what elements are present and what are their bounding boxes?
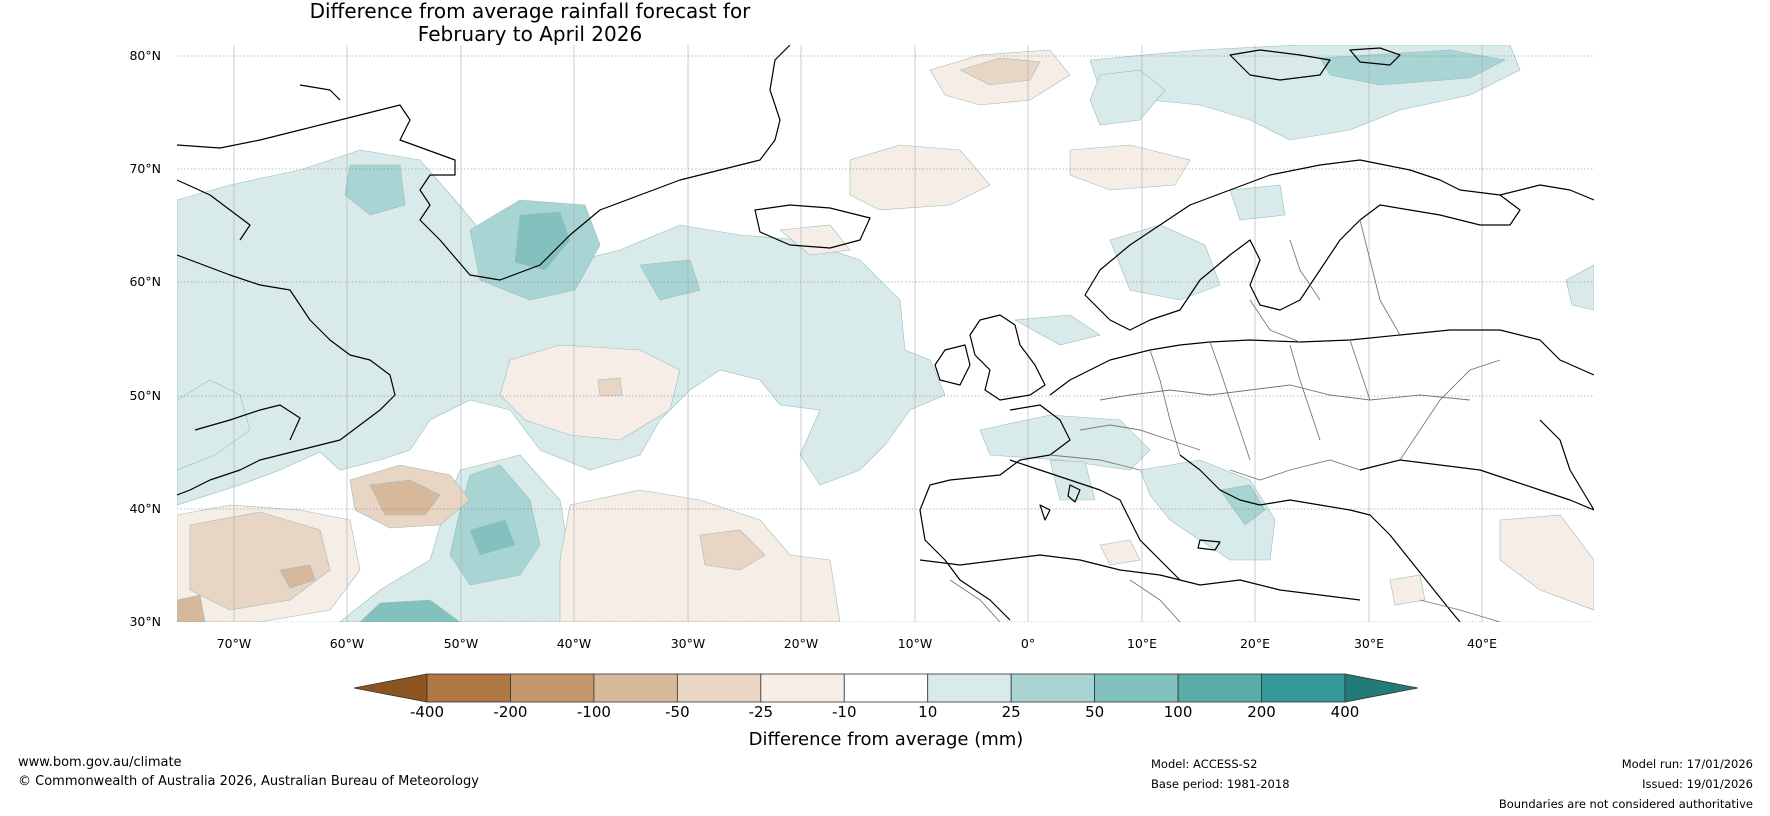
colorbar-segment <box>1177 673 1262 703</box>
lon-label: 40°E <box>1467 636 1497 651</box>
issued-text: Issued: 19/01/2026 <box>1642 777 1753 791</box>
lat-label: 50°N <box>129 388 161 403</box>
rainfall-anomaly-shading <box>177 45 1594 622</box>
colorbar-segment <box>593 673 678 703</box>
colorbar-segment <box>1094 673 1179 703</box>
coastlines <box>177 45 1594 622</box>
longitude-labels: 70°W 60°W 50°W 40°W 30°W 20°W 10°W 0° 10… <box>217 636 1497 651</box>
website-link[interactable]: www.bom.gov.au/climate <box>18 755 182 770</box>
colorbar-tick-label: -100 <box>577 703 611 721</box>
lat-label: 30°N <box>129 614 161 629</box>
colorbar-arrow-low <box>353 673 428 703</box>
model-text: Model: ACCESS-S2 <box>1151 757 1258 771</box>
copyright-text: © Commonwealth of Australia 2026, Austra… <box>18 774 479 789</box>
colorbar-segment <box>760 673 845 703</box>
colorbar-segment <box>1010 673 1096 703</box>
colorbar-tick-label: 50 <box>1085 703 1104 721</box>
colorbar-tick-label: -10 <box>832 703 857 721</box>
lon-label: 10°W <box>898 636 933 651</box>
colorbar-labels: -400 -200 -100 -50 -25 -10 10 25 50 100 … <box>410 703 1359 721</box>
colorbar-tick-label: -25 <box>749 703 774 721</box>
disclaimer-text: Boundaries are not considered authoritat… <box>1498 797 1753 811</box>
colorbar-segment <box>510 673 595 703</box>
lon-label: 60°W <box>330 636 365 651</box>
lat-label: 70°N <box>129 161 161 176</box>
base-period-text: Base period: 1981-2018 <box>1151 777 1290 791</box>
colorbar-segment <box>843 673 929 703</box>
colorbar-tick-label: -400 <box>410 703 444 721</box>
colorbar-tick-label: -200 <box>493 703 527 721</box>
colorbar-tick-label: 10 <box>918 703 937 721</box>
latitude-labels: 80°N 70°N 60°N 50°N 40°N 30°N <box>129 48 161 629</box>
lon-label: 30°W <box>671 636 706 651</box>
lon-label: 10°E <box>1127 636 1157 651</box>
colorbar-segment <box>426 673 511 703</box>
lon-label: 20°E <box>1240 636 1270 651</box>
map-panel <box>177 45 1594 622</box>
lon-label: 40°W <box>557 636 592 651</box>
lat-label: 40°N <box>129 501 161 516</box>
lon-label: 0° <box>1021 636 1035 651</box>
lon-label: 20°W <box>784 636 819 651</box>
lat-label: 60°N <box>129 274 161 289</box>
colorbar <box>353 673 1419 703</box>
lon-label: 50°W <box>444 636 479 651</box>
meridians <box>233 45 1483 622</box>
title-line-2: February to April 2026 <box>417 22 643 46</box>
model-run-text: Model run: 17/01/2026 <box>1621 757 1753 771</box>
country-borders <box>949 219 1501 622</box>
lon-label: 70°W <box>217 636 252 651</box>
colorbar-segment <box>927 673 1012 703</box>
colorbar-tick-label: 200 <box>1247 703 1276 721</box>
colorbar-tick-label: 400 <box>1331 703 1360 721</box>
map-title: Difference from average rainfall forecas… <box>130 0 930 46</box>
colorbar-title: Difference from average (mm) <box>749 729 1024 750</box>
colorbar-tick-label: 25 <box>1002 703 1021 721</box>
lat-label: 80°N <box>129 48 161 63</box>
colorbar-arrow-high <box>1344 673 1419 703</box>
colorbar-tick-label: -50 <box>665 703 690 721</box>
colorbar-segment <box>1261 673 1346 703</box>
title-line-1: Difference from average rainfall forecas… <box>309 0 751 23</box>
colorbar-segment <box>676 673 762 703</box>
graticule <box>177 55 1594 622</box>
colorbar-tick-label: 100 <box>1164 703 1193 721</box>
lon-label: 30°E <box>1354 636 1384 651</box>
